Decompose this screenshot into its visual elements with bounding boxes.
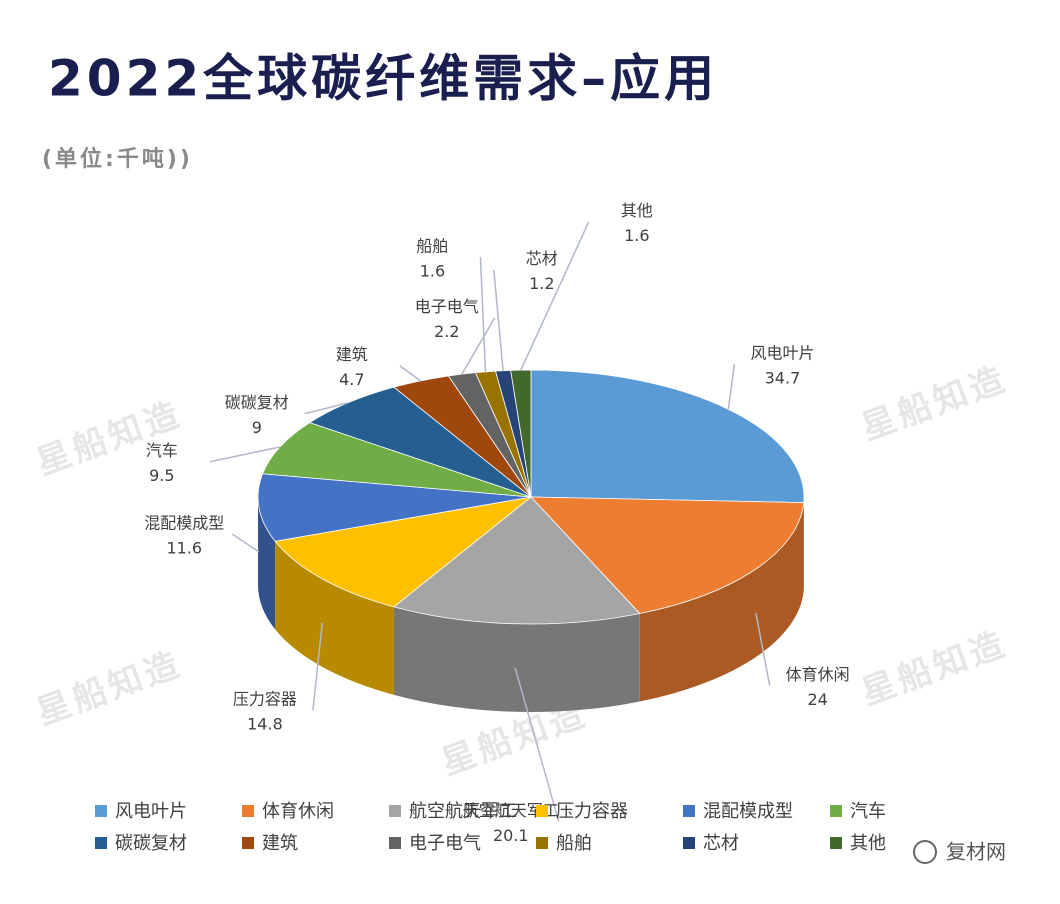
- data-label-value: 9.5: [149, 466, 174, 485]
- legend-swatch: [389, 805, 401, 817]
- legend-swatch: [830, 805, 842, 817]
- data-label-name: 碳碳复材: [225, 393, 289, 412]
- data-label-value: 34.7: [765, 368, 801, 387]
- data-label-value: 9: [252, 418, 262, 437]
- data-label-name: 汽车: [146, 441, 178, 460]
- data-label-name: 压力容器: [233, 690, 297, 709]
- leader-line: [210, 447, 280, 462]
- legend-swatch: [683, 805, 695, 817]
- watermark: 星船知造: [856, 359, 1013, 449]
- data-label-name: 电子电气: [415, 297, 479, 316]
- legend-label: 体育休闲: [262, 801, 334, 822]
- legend-swatch: [830, 837, 842, 849]
- legend-label: 船舶: [556, 833, 592, 854]
- legend-label: 建筑: [262, 833, 298, 854]
- legend-label: 汽车: [850, 801, 886, 822]
- chart-subtitle: (单位:千吨)): [42, 146, 193, 172]
- legend-label: 碳碳复材: [115, 833, 187, 854]
- legend-swatch: [95, 805, 107, 817]
- legend-swatch: [242, 837, 254, 849]
- legend-swatch: [389, 837, 401, 849]
- data-label-value: 4.7: [339, 370, 364, 389]
- data-label-name: 芯材: [526, 249, 558, 268]
- leader-line: [728, 364, 734, 409]
- legend-label: 电子电气: [409, 833, 481, 854]
- legend-swatch: [242, 805, 254, 817]
- legend-label: 风电叶片: [115, 801, 187, 822]
- legend-swatch: [95, 837, 107, 849]
- data-label-name: 混配模成型: [144, 514, 224, 533]
- data-label-value: 11.6: [166, 539, 202, 558]
- data-label-value: 2.2: [434, 322, 459, 341]
- legend-label: 航空航天军工: [409, 801, 517, 822]
- data-label-name: 建筑: [336, 345, 368, 364]
- legend-label: 芯材: [703, 833, 739, 854]
- slice: [531, 370, 804, 503]
- leader-line: [521, 222, 589, 370]
- brand-text: 复材网: [946, 840, 1006, 864]
- brand: 复材网: [914, 840, 1006, 864]
- legend-label: 压力容器: [556, 801, 628, 822]
- legend-swatch: [536, 837, 548, 849]
- legend-label: 混配模成型: [703, 801, 793, 822]
- data-label-name: 体育休闲: [786, 665, 850, 684]
- leader-line: [494, 270, 503, 371]
- legend-swatch: [536, 805, 548, 817]
- leader-line: [462, 318, 495, 374]
- data-label-value: 1.2: [529, 274, 554, 293]
- data-label-value: 20.1: [493, 826, 529, 845]
- data-label-name: 风电叶片: [750, 343, 814, 362]
- legend-swatch: [683, 837, 695, 849]
- data-label-value: 1.6: [420, 262, 445, 281]
- legend-label: 其他: [850, 833, 886, 854]
- data-label-value: 24: [808, 690, 828, 709]
- chart-title: 2022全球碳纤维需求–应用: [48, 50, 718, 108]
- leader-line: [232, 534, 259, 552]
- data-label-value: 1.6: [624, 226, 649, 245]
- brand-icon: [914, 841, 936, 863]
- data-label-name: 其他: [621, 201, 653, 220]
- watermark: 星船知造: [31, 644, 188, 734]
- leader-line: [480, 257, 485, 372]
- data-label-value: 14.8: [247, 715, 283, 734]
- leader-line: [400, 366, 421, 381]
- watermark: 星船知造: [856, 624, 1013, 714]
- data-label-name: 船舶: [416, 237, 448, 256]
